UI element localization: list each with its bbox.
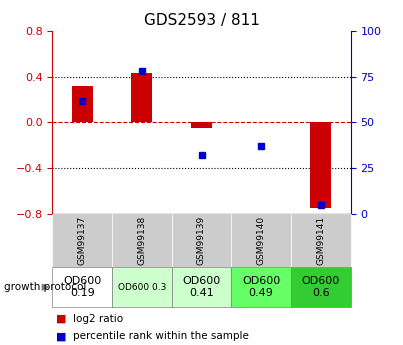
Bar bbox=[131, 73, 152, 122]
Text: GSM99140: GSM99140 bbox=[257, 216, 266, 265]
Text: OD600
0.41: OD600 0.41 bbox=[183, 276, 220, 298]
Bar bbox=[191, 122, 212, 128]
Text: percentile rank within the sample: percentile rank within the sample bbox=[73, 332, 248, 341]
Text: GSM99139: GSM99139 bbox=[197, 216, 206, 265]
Text: GSM99137: GSM99137 bbox=[78, 216, 87, 265]
Text: GSM99138: GSM99138 bbox=[137, 216, 146, 265]
Text: OD600
0.6: OD600 0.6 bbox=[302, 276, 340, 298]
Text: growth protocol: growth protocol bbox=[4, 282, 86, 292]
Text: log2 ratio: log2 ratio bbox=[73, 314, 123, 324]
Bar bbox=[72, 86, 93, 122]
Text: GSM99141: GSM99141 bbox=[316, 216, 325, 265]
Bar bbox=[310, 122, 331, 208]
Title: GDS2593 / 811: GDS2593 / 811 bbox=[143, 13, 260, 29]
Text: OD600
0.49: OD600 0.49 bbox=[242, 276, 280, 298]
Text: OD600
0.19: OD600 0.19 bbox=[63, 276, 101, 298]
Text: ■: ■ bbox=[56, 332, 67, 341]
Text: OD600 0.3: OD600 0.3 bbox=[118, 283, 166, 292]
Text: ■: ■ bbox=[56, 314, 67, 324]
